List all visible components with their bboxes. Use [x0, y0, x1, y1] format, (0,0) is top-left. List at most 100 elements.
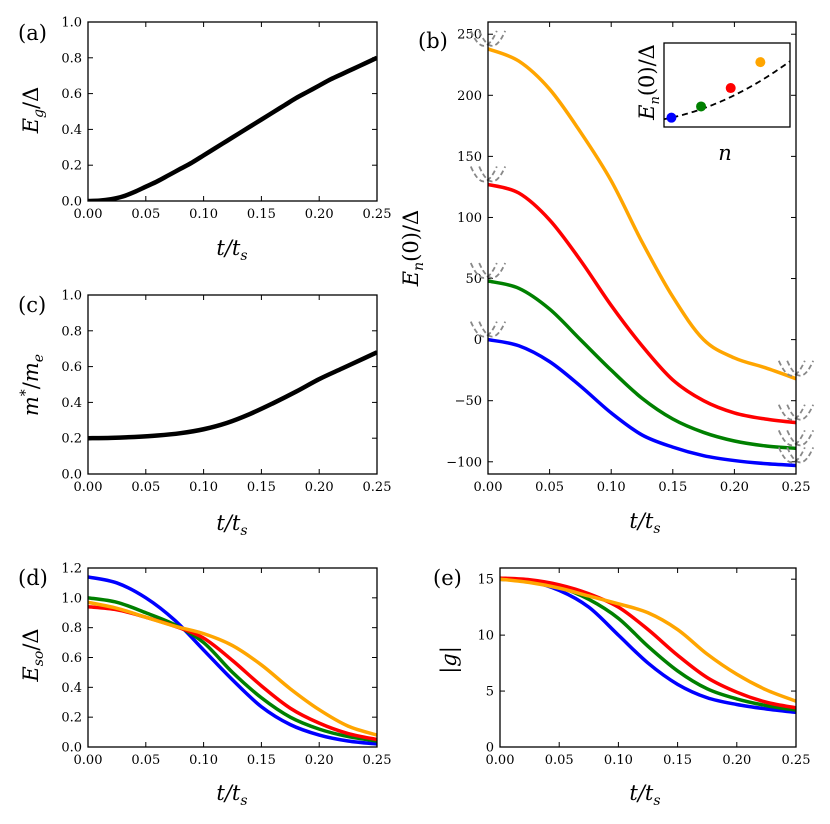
x-tick-label: 0.15	[247, 480, 276, 495]
series-line-n-2	[488, 182, 796, 425]
x-tick-label: 0.00	[74, 480, 103, 495]
panel-c-ylabel: m*/me	[18, 354, 47, 416]
series-line-m-	[88, 350, 377, 441]
y-tick-label: 1.2	[61, 562, 82, 577]
series-line-n-1	[88, 596, 377, 743]
x-tick-label: 0.25	[363, 480, 392, 495]
inset-point	[666, 112, 677, 123]
x-tick-label: 0.10	[189, 753, 218, 768]
y-tick-label: 0.4	[61, 123, 82, 138]
series-line-n-3	[500, 577, 796, 703]
panel-a-label: (a)	[18, 21, 47, 45]
x-tick-label: 0.00	[474, 480, 503, 495]
axes-frame	[87, 21, 378, 202]
y-tick-label: 1.0	[61, 16, 82, 31]
x-tick-label: 0.00	[74, 207, 103, 222]
panel-b-inset: En(0)/Δ n	[635, 42, 791, 165]
panel-c-label: (c)	[18, 293, 46, 317]
panel-a-xlabel: t/ts	[216, 236, 247, 264]
panel-b-xlabel: t/ts	[629, 509, 660, 537]
y-tick-label: 0.8	[61, 51, 82, 66]
y-tick-label: 100	[457, 211, 482, 226]
x-tick-label: 0.15	[658, 480, 687, 495]
y-tick-label: 0.0	[61, 741, 82, 756]
panel-d: (d) Eso/Δ t/ts 0.00 0.05 0.10 0.15 0.20 0.250…	[18, 562, 391, 810]
panel-e-plot: 0.00 0.05 0.10 0.15 0.20 0.25 0 5 10 15	[477, 567, 811, 768]
inset-point	[755, 57, 766, 68]
y-tick-label: 0.6	[61, 87, 82, 102]
x-tick-label: 0.25	[363, 753, 392, 768]
series-line-n-0	[488, 337, 796, 468]
panel-d-xlabel: t/ts	[216, 781, 247, 809]
x-tick-label: 0.25	[782, 753, 811, 768]
band-parabola-marker	[777, 360, 806, 377]
x-tick-label: 0.05	[131, 753, 160, 768]
band-parabola-marker	[478, 262, 507, 279]
y-tick-label: 0.8	[61, 324, 82, 339]
y-tick-label: 150	[457, 150, 482, 165]
x-tick-label: 0.10	[189, 207, 218, 222]
series-line-n-3	[88, 600, 377, 737]
y-tick-label: 0.0	[61, 195, 82, 210]
x-tick-label: 0.15	[247, 753, 276, 768]
x-tick-label: 0.15	[247, 207, 276, 222]
y-tick-label: 250	[457, 28, 482, 43]
series-line-n-1	[488, 279, 796, 451]
band-parabola-marker	[478, 166, 507, 183]
y-tick-label: 0.8	[61, 621, 82, 636]
x-tick-label: 0.25	[363, 207, 392, 222]
y-tick-label: 50	[465, 272, 482, 287]
panel-a-plot: 0.00 0.05 0.10 0.15 0.20 0.25 0.0 0.2 0.4 0.6 0.8 1…	[61, 16, 391, 223]
y-tick-label: 15	[477, 573, 494, 588]
series-line-n-1	[500, 577, 796, 712]
panel-a: (a) Eg/Δ t/ts 0.00 0.05 0.10 0.15 0.20 0.250.…	[18, 16, 391, 265]
x-tick-label: 0.15	[663, 753, 692, 768]
series-line-n-0	[88, 575, 377, 746]
y-tick-label: 0.2	[61, 711, 82, 726]
x-tick-label: 0.05	[535, 480, 564, 495]
x-tick-label: 0.10	[597, 480, 626, 495]
y-tick-label: 10	[477, 629, 494, 644]
y-tick-label: 0	[486, 741, 494, 756]
x-tick-label: 0.25	[782, 480, 811, 495]
panel-c-xlabel: t/ts	[216, 511, 247, 539]
band-parabola-marker	[777, 429, 806, 447]
inset-ylabel: En(0)/Δ	[635, 44, 663, 121]
axes-frame	[487, 21, 797, 475]
y-tick-label: 1.0	[61, 289, 82, 304]
series-line-e-g	[88, 55, 377, 201]
panel-e-xlabel: t/ts	[629, 781, 660, 809]
x-tick-label: 0.05	[131, 207, 160, 222]
x-tick-label: 0.20	[305, 480, 334, 495]
panel-e-ylabel: |g|	[437, 646, 462, 674]
band-parabola-marker	[786, 429, 815, 447]
panel-c: (c) m*/me t/ts 0.00 0.05 0.10 0.15 0.20 0.25 0…	[18, 289, 391, 540]
panel-e: (e) |g| t/ts 0.00 0.05 0.10 0.15 0.20 0.25 0 5 1…	[433, 566, 810, 809]
series-line-n-2	[500, 576, 796, 710]
panel-e-label: (e)	[433, 566, 462, 590]
y-tick-label: 5	[486, 685, 494, 700]
band-parabola-marker	[777, 447, 806, 464]
axes-frame	[87, 567, 378, 748]
x-tick-label: 0.10	[604, 753, 633, 768]
band-parabola-marker	[469, 262, 498, 279]
series-line-n-3	[488, 47, 796, 381]
x-tick-label: 0.00	[74, 753, 103, 768]
y-tick-label: −50	[455, 394, 482, 409]
x-tick-label: 0.10	[189, 480, 218, 495]
y-tick-label: 0.2	[61, 159, 82, 174]
x-tick-label: 0.05	[131, 480, 160, 495]
panel-d-label: (d)	[18, 566, 48, 590]
y-tick-label: 0.6	[61, 651, 82, 666]
band-parabola-marker	[786, 404, 815, 421]
panel-b: (b) En(0)/Δ t/ts 0.00 0.05 0.10 0.15 0.20 0.2…	[399, 21, 815, 537]
y-tick-label: 1.0	[61, 591, 82, 606]
band-parabola-marker	[786, 360, 815, 377]
panel-d-plot: 0.00 0.05 0.10 0.15 0.20 0.25 0.0 0.2 0.4 0.6 0.8 1…	[61, 562, 391, 769]
x-tick-label: 0.00	[486, 753, 515, 768]
panel-d-ylabel: Eso/Δ	[19, 628, 47, 682]
x-tick-label: 0.20	[305, 207, 334, 222]
y-tick-label: 0.4	[61, 396, 82, 411]
band-parabola-marker	[786, 447, 815, 464]
inset-point	[696, 101, 707, 112]
